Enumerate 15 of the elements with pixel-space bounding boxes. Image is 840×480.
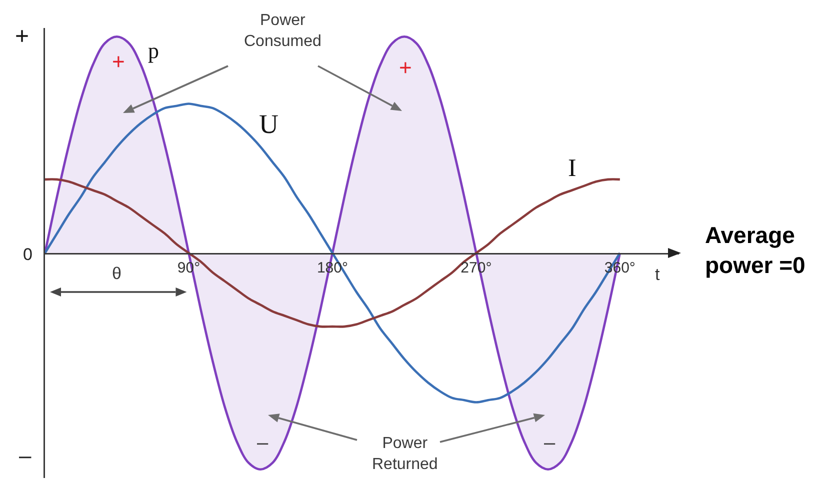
annotation: Power Returned bbox=[372, 435, 438, 473]
text: – bbox=[19, 443, 32, 468]
annotation: Power Consumed bbox=[244, 12, 322, 50]
text: + bbox=[15, 23, 30, 50]
series-label: U bbox=[259, 109, 278, 139]
series-label: p bbox=[148, 38, 159, 63]
text: Average power =0 bbox=[705, 222, 806, 278]
annotation: – bbox=[544, 432, 556, 454]
series-label: I bbox=[568, 155, 576, 182]
x-axis-title: t bbox=[655, 265, 660, 284]
annotation: + bbox=[112, 49, 125, 74]
annotation: θ bbox=[112, 264, 122, 283]
annotation: + bbox=[399, 55, 412, 80]
text: 0 bbox=[23, 245, 32, 264]
annotation: – bbox=[257, 432, 269, 454]
